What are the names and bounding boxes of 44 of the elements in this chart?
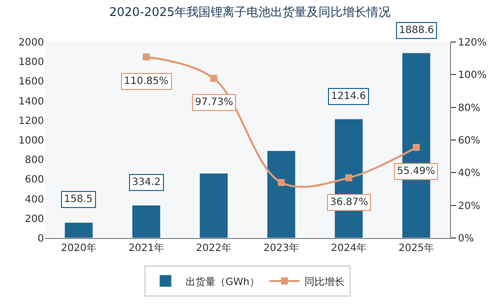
y-tick-label: 2000 <box>18 38 44 48</box>
x-tick-label: 2022年 <box>196 242 232 254</box>
y-tick-label: 800 <box>24 155 44 166</box>
y-tick-label: 1800 <box>18 57 44 68</box>
y2-tick-label: 0% <box>458 234 474 244</box>
y-tick-label: 400 <box>24 194 44 206</box>
y-tick-label: 1000 <box>18 136 44 146</box>
data-label: 36.87% <box>330 197 368 208</box>
point <box>278 178 285 186</box>
data-label: 158.5 <box>64 194 93 205</box>
bar <box>132 205 161 238</box>
legend-label: 出货量（GWh） <box>186 276 260 288</box>
y-tick-label: 600 <box>24 174 44 186</box>
y2-tick-label: 120% <box>458 38 487 48</box>
y2-tick-label: 40% <box>458 168 480 180</box>
data-label: 97.73% <box>195 97 234 108</box>
bar <box>64 222 94 238</box>
x-tick-label: 2021年 <box>128 242 164 254</box>
x-tick-label: 2020年 <box>61 242 96 254</box>
y2-tick-label: 80% <box>458 102 480 114</box>
x-tick-label: 2024年 <box>331 242 366 254</box>
y-tick-label: 1200 <box>18 116 44 127</box>
y2-tick-label: 20% <box>458 200 480 212</box>
x-tick-label: 2025年 <box>398 242 434 254</box>
data-label: 55.49% <box>397 166 436 177</box>
point <box>345 174 352 182</box>
x-tick-label: 2023年 <box>264 242 299 254</box>
data-label: 334.2 <box>132 177 161 188</box>
chart-title: 2020-2025年我国锂离子电池出货量及同比增长情况 <box>109 5 391 20</box>
point <box>412 144 420 151</box>
y2-tick-label: 60% <box>458 136 480 146</box>
point <box>210 74 218 82</box>
y2-tick-label: 100% <box>458 70 487 82</box>
legend-label: 同比增长 <box>304 276 344 288</box>
y-tick-label: 200 <box>24 214 44 225</box>
bar <box>199 173 228 238</box>
data-label: 110.85% <box>124 76 168 87</box>
data-label: 1214.6 <box>331 91 366 102</box>
bar <box>266 150 296 238</box>
y-tick-label: 1600 <box>18 76 44 88</box>
y-tick-label: 1400 <box>18 96 44 108</box>
data-label: 1888.6 <box>399 25 434 36</box>
point <box>142 53 150 60</box>
y-tick-label: 0 <box>38 234 44 244</box>
